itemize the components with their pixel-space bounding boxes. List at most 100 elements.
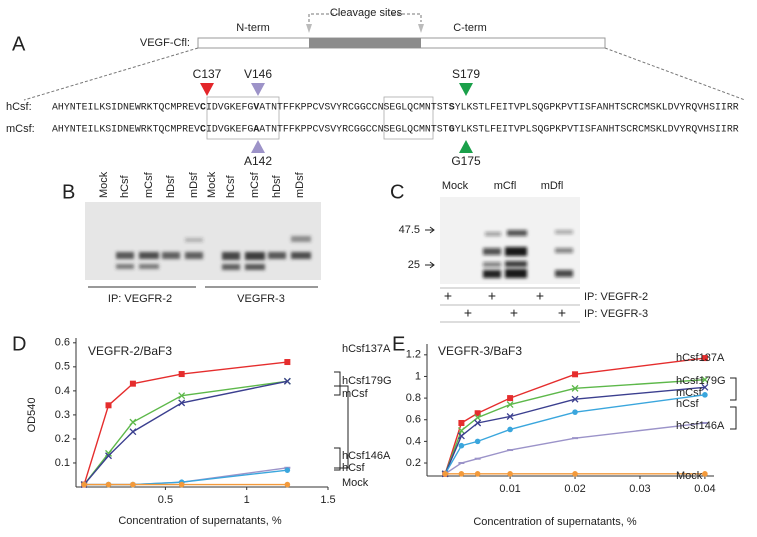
point <box>283 377 291 385</box>
series-line <box>444 357 705 475</box>
y-tick-label: 0.8 <box>406 392 421 404</box>
series-line <box>444 422 705 475</box>
row-label: IP: VEGFR-2 <box>584 291 648 303</box>
legend-label: hCsf146A <box>342 450 391 462</box>
cleavage-arrows <box>306 24 424 33</box>
y-tick-label: 0.2 <box>55 433 70 445</box>
site-label: S179 <box>452 67 480 81</box>
y-tick-label: 0.5 <box>55 361 70 373</box>
row-label: IP: VEGFR-3 <box>584 308 648 320</box>
legend-label: hCsf146A <box>676 420 725 432</box>
cleavage-bracket <box>308 13 422 22</box>
x-tick-label: 1 <box>244 494 250 506</box>
sequence-segment: ATNTFFKPPCVSVYRCGGCCNSEGLQCMNTST <box>259 124 448 135</box>
point <box>474 438 481 445</box>
series-line <box>83 380 288 486</box>
lane-label: Mock <box>206 171 218 198</box>
x-tick-label: 1.5 <box>320 494 335 506</box>
cleavage-region <box>309 38 421 48</box>
legend-brackets <box>334 371 349 471</box>
lane-label: hDsf <box>271 174 283 198</box>
series-line <box>83 380 288 486</box>
y-tick-label: 0.2 <box>406 457 421 469</box>
point <box>178 392 186 400</box>
construct-label: VEGF-Cfl: <box>140 37 190 49</box>
legend-brackets <box>730 377 737 430</box>
mw-marker: 25 <box>408 259 420 271</box>
lane-label: hDsf <box>165 174 177 198</box>
point <box>506 413 514 420</box>
lane-label: Mock <box>98 171 110 198</box>
n-term-label: N-term <box>236 22 270 34</box>
table-lines <box>440 287 580 323</box>
sequence-label: mCsf: <box>6 123 35 135</box>
sequence-segment: ATNTFFKPPCVSVYRCGGCCNSEGLQCMNTST <box>259 102 448 113</box>
point <box>507 426 513 433</box>
y-tick-label: 0.4 <box>406 435 421 447</box>
series-line <box>444 379 705 475</box>
x-axis-label: Concentration of supernatants, % <box>473 516 636 528</box>
plus-sign: + <box>488 288 496 304</box>
site-arrow <box>251 140 265 153</box>
series-line <box>444 386 705 475</box>
region-box <box>206 96 280 140</box>
site-label: V146 <box>244 67 272 81</box>
y-tick-label: 0.3 <box>55 409 70 421</box>
site-label: C137 <box>193 67 222 81</box>
lane-label: mDsf <box>294 171 306 198</box>
plus-sign: + <box>464 305 472 321</box>
blot-b <box>85 202 321 280</box>
region-box <box>383 96 434 140</box>
point <box>442 471 448 477</box>
y-tick-label: 1 <box>415 370 421 382</box>
group-label: VEGFR-3 <box>237 293 285 305</box>
x-axis-label: Concentration of supernatants, % <box>118 515 281 527</box>
point <box>105 452 112 460</box>
point <box>474 410 481 417</box>
point <box>458 442 465 449</box>
sequence-segment: YLKSTLFEITVPLSQGPKPVTISFANHTSCRCMSKLDVYR… <box>455 102 739 113</box>
point <box>701 383 709 391</box>
site-arrow <box>200 83 214 96</box>
x-tick-label: 0.01 <box>499 483 520 495</box>
point <box>572 409 578 415</box>
point <box>105 449 112 457</box>
point <box>458 471 465 477</box>
lane-label: hCsf <box>119 174 131 198</box>
point <box>284 481 291 488</box>
plus-sign: + <box>444 288 452 304</box>
point <box>571 395 579 403</box>
point <box>701 376 709 384</box>
site-label: A142 <box>244 154 272 168</box>
sequence-segment: A <box>253 124 259 135</box>
point <box>178 481 185 488</box>
lane-label: mDfl <box>541 180 564 192</box>
sequence-segment: IDVGKEFG <box>206 102 253 113</box>
y-axis-label: OD540 <box>26 398 38 433</box>
x-tick-label: 0.04 <box>694 483 715 495</box>
plus-sign: + <box>558 305 566 321</box>
point <box>474 419 482 427</box>
series-line <box>83 361 288 485</box>
lane-label: mCsf <box>143 171 155 198</box>
point <box>178 399 186 407</box>
site-arrow <box>251 83 265 96</box>
chart-title: VEGFR-3/BaF3 <box>438 344 522 358</box>
sequence-segment: YLKSTLFEITVPLSQGPKPVTISFANHTSCRCMSKLDVYR… <box>455 124 739 135</box>
lane-label: mDsf <box>188 171 200 198</box>
sequence-segment: V <box>253 102 259 113</box>
site-label: G175 <box>451 154 481 168</box>
point <box>178 371 185 378</box>
panel-label: A <box>12 33 26 55</box>
site-arrow <box>459 83 473 96</box>
lane-label: hCsf <box>225 174 237 198</box>
point <box>702 392 708 398</box>
point <box>105 402 112 409</box>
sequence-segment: AHYNTEILKSIDNEWRKTQCMPREV <box>52 124 200 135</box>
lane-label: mCfl <box>494 180 517 192</box>
x-tick-label: 0.03 <box>629 483 650 495</box>
point <box>129 428 137 436</box>
series-line <box>444 394 706 475</box>
point <box>702 471 708 477</box>
point <box>284 359 291 366</box>
